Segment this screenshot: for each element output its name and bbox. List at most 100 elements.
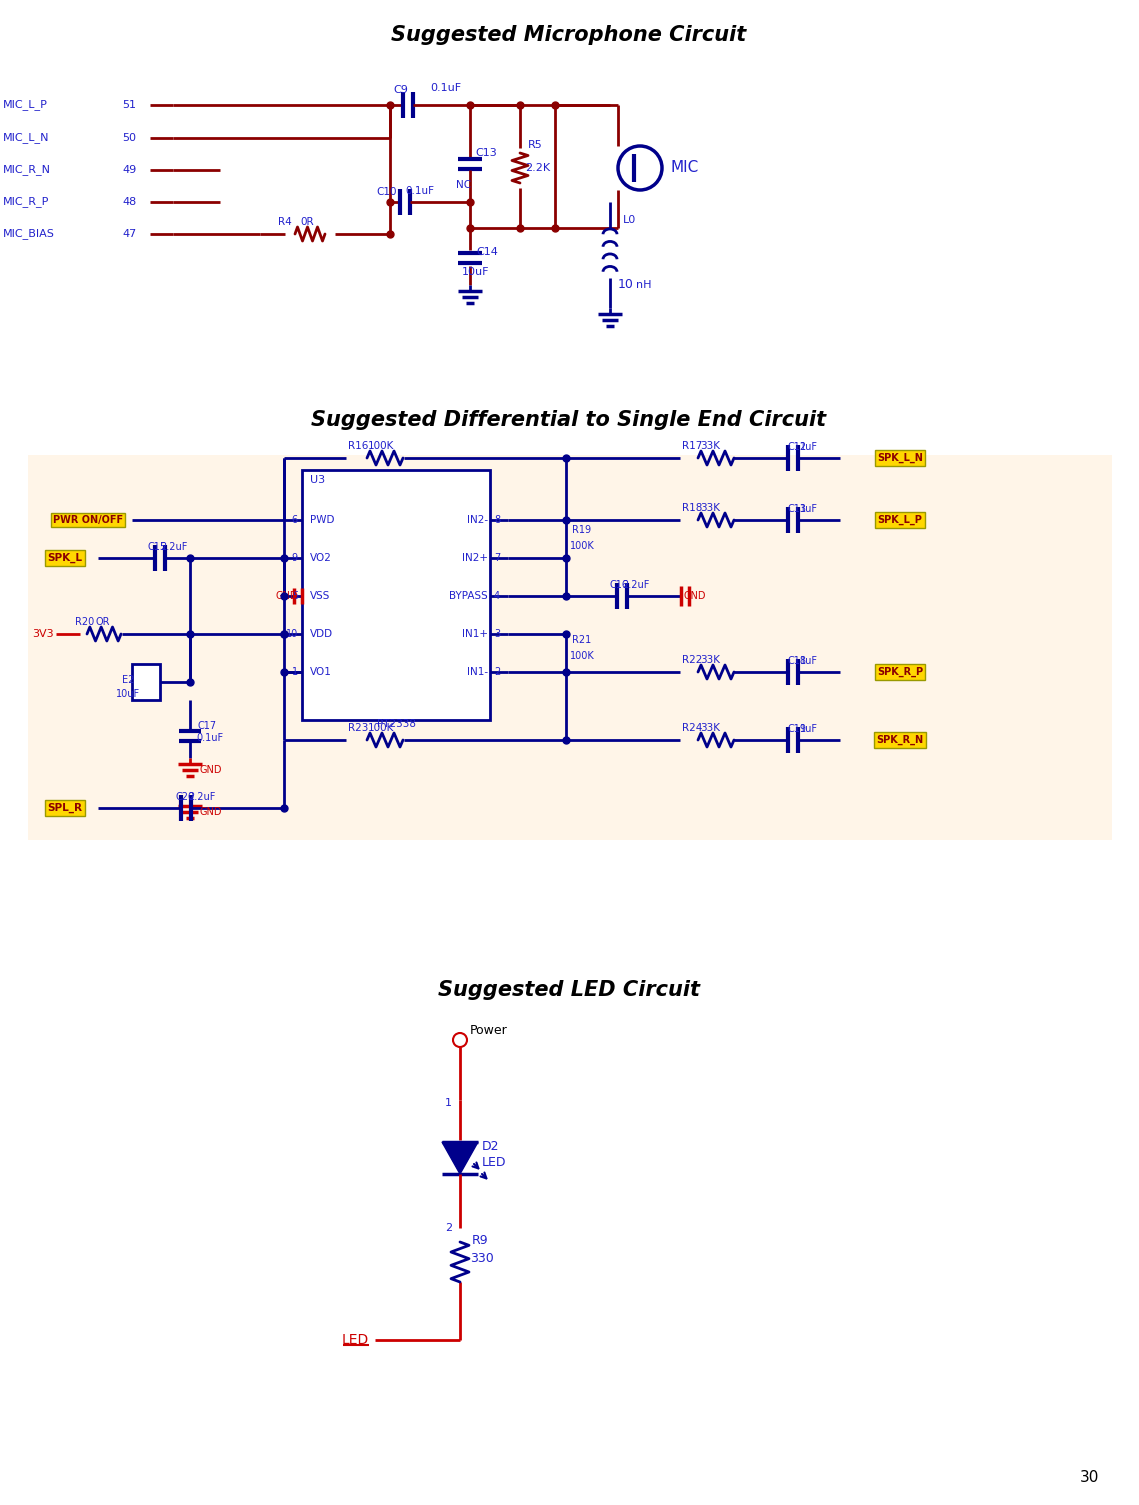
Text: R19: R19 — [572, 525, 591, 534]
Text: 33K: 33K — [700, 503, 720, 513]
Text: 1: 1 — [292, 667, 298, 677]
Text: 4: 4 — [494, 591, 500, 600]
Text: 7: 7 — [494, 552, 500, 563]
FancyBboxPatch shape — [28, 455, 1112, 840]
Text: VO1: VO1 — [310, 667, 331, 677]
Text: 49: 49 — [122, 166, 137, 175]
Text: C15: C15 — [148, 542, 167, 552]
Text: PT2338: PT2338 — [377, 719, 416, 728]
Text: 0.1uF: 0.1uF — [431, 83, 461, 93]
Text: MIC_L_P: MIC_L_P — [3, 99, 48, 110]
Text: 3V3: 3V3 — [32, 629, 54, 640]
Text: SPK_L_N: SPK_L_N — [877, 453, 923, 464]
Text: C17: C17 — [198, 721, 218, 731]
Text: 6: 6 — [292, 515, 298, 525]
Text: 0.1uF: 0.1uF — [405, 187, 434, 196]
Text: R23: R23 — [349, 722, 368, 733]
Text: 30: 30 — [1080, 1470, 1099, 1485]
Text: 1uF: 1uF — [800, 656, 818, 667]
Text: 3: 3 — [494, 629, 500, 640]
Text: C20: C20 — [175, 792, 194, 802]
Text: 2.2uF: 2.2uF — [159, 542, 188, 552]
Text: GND: GND — [200, 807, 222, 817]
Text: 1uF: 1uF — [800, 724, 818, 734]
Text: E2: E2 — [122, 676, 134, 685]
Polygon shape — [442, 1142, 478, 1174]
Text: LED: LED — [342, 1333, 369, 1347]
Text: C12: C12 — [787, 442, 806, 452]
Text: R20: R20 — [75, 617, 95, 628]
Text: R22: R22 — [682, 655, 703, 665]
Text: 8: 8 — [494, 515, 500, 525]
Text: IN1-: IN1- — [467, 667, 487, 677]
Text: Suggested LED Circuit: Suggested LED Circuit — [439, 980, 700, 999]
Text: MIC_BIAS: MIC_BIAS — [3, 229, 55, 239]
Text: L0: L0 — [623, 215, 637, 226]
Text: R18: R18 — [682, 503, 703, 513]
Text: 10: 10 — [618, 278, 634, 292]
Text: 33K: 33K — [700, 722, 720, 733]
Text: C13: C13 — [475, 147, 497, 158]
Text: C14: C14 — [476, 247, 498, 257]
Text: 10uF: 10uF — [116, 689, 140, 698]
Text: MIC_R_N: MIC_R_N — [3, 164, 51, 176]
Text: GND: GND — [200, 765, 222, 775]
Text: 2.2uF: 2.2uF — [622, 579, 649, 590]
Bar — [302, 470, 490, 719]
Text: OR: OR — [95, 617, 109, 628]
Text: IN1+: IN1+ — [462, 629, 487, 640]
Text: R5: R5 — [528, 140, 543, 150]
Text: SPK_R_P: SPK_R_P — [877, 667, 923, 677]
Text: R9: R9 — [472, 1234, 489, 1246]
Text: GND: GND — [683, 591, 705, 600]
Text: VO2: VO2 — [310, 552, 331, 563]
Text: BYPASS: BYPASS — [449, 591, 487, 600]
Text: C16: C16 — [609, 579, 628, 590]
Text: C9: C9 — [393, 84, 408, 95]
Text: 0R: 0R — [300, 217, 313, 227]
Text: nH: nH — [636, 280, 652, 290]
Text: D2: D2 — [482, 1139, 500, 1153]
Text: C10: C10 — [376, 187, 396, 197]
Text: Power: Power — [470, 1023, 508, 1037]
Text: 47: 47 — [122, 229, 137, 239]
Text: 33K: 33K — [700, 655, 720, 665]
Text: 10: 10 — [286, 629, 298, 640]
Text: MIC_L_N: MIC_L_N — [3, 132, 49, 143]
Text: PWR ON/OFF: PWR ON/OFF — [52, 515, 123, 525]
Text: Suggested Microphone Circuit: Suggested Microphone Circuit — [392, 26, 747, 45]
Text: 10uF: 10uF — [462, 266, 490, 277]
Text: SPK_L: SPK_L — [48, 552, 82, 563]
Text: SPK_R_N: SPK_R_N — [876, 734, 924, 745]
Text: R24: R24 — [682, 722, 703, 733]
Text: R4: R4 — [278, 217, 292, 227]
Text: C19: C19 — [787, 724, 806, 734]
Text: GND: GND — [276, 591, 298, 600]
Text: MIC: MIC — [670, 161, 698, 176]
Text: 1uF: 1uF — [800, 442, 818, 452]
Text: C18: C18 — [787, 656, 806, 667]
Bar — [132, 664, 159, 700]
Text: IN2-: IN2- — [467, 515, 487, 525]
Text: MIC_R_P: MIC_R_P — [3, 197, 49, 208]
Text: 33K: 33K — [700, 441, 720, 452]
Text: SPK_L_P: SPK_L_P — [877, 515, 923, 525]
Text: 100K: 100K — [570, 540, 595, 551]
Text: 2: 2 — [445, 1224, 452, 1233]
Text: C13: C13 — [787, 504, 806, 515]
Text: Suggested Differential to Single End Circuit: Suggested Differential to Single End Cir… — [311, 409, 827, 430]
Text: IN2+: IN2+ — [462, 552, 487, 563]
Text: U3: U3 — [310, 476, 325, 485]
Text: PWD: PWD — [310, 515, 335, 525]
Text: 51: 51 — [122, 99, 136, 110]
Text: 100K: 100K — [368, 441, 394, 452]
Text: 1: 1 — [445, 1099, 452, 1108]
Text: 1uF: 1uF — [800, 504, 818, 515]
Text: 2.2uF: 2.2uF — [188, 792, 215, 802]
Text: 330: 330 — [470, 1252, 493, 1264]
Text: 9: 9 — [292, 552, 298, 563]
Text: 2.2K: 2.2K — [525, 163, 550, 173]
Text: R17: R17 — [682, 441, 703, 452]
Text: 2: 2 — [494, 667, 500, 677]
Text: 100K: 100K — [570, 652, 595, 661]
